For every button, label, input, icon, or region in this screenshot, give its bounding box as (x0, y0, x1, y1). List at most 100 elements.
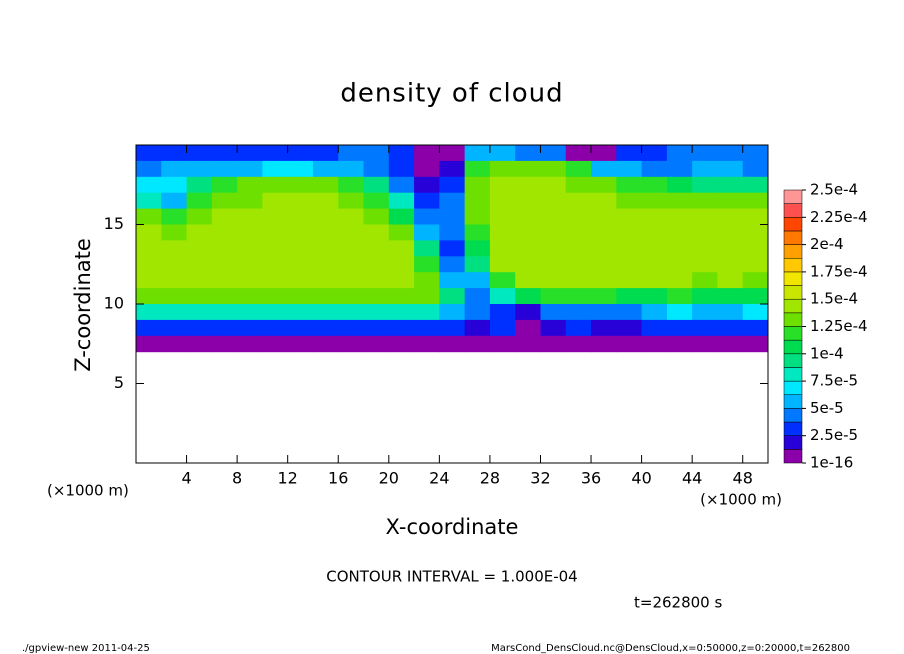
heatmap-cell (161, 192, 188, 210)
colorbar-swatch (783, 285, 803, 300)
heatmap-cell (262, 160, 289, 178)
x-tick-label: 32 (530, 469, 550, 488)
heatmap-cell (237, 240, 263, 257)
heatmap-cell (742, 272, 769, 289)
heatmap-cell (717, 208, 744, 225)
heatmap-cell (616, 304, 643, 321)
heatmap-cell (616, 208, 643, 225)
heatmap-cell (565, 319, 592, 337)
heatmap-cell (439, 176, 466, 194)
heatmap-cell (312, 176, 339, 194)
heatmap-cell (692, 256, 718, 273)
heatmap-cell (136, 145, 162, 162)
heatmap-cell (262, 272, 289, 289)
heatmap-cell (591, 208, 617, 225)
heatmap-cell (363, 160, 390, 178)
colorbar-label: 1e-4 (810, 344, 844, 362)
heatmap-cell (237, 176, 263, 194)
heatmap-cell (540, 145, 567, 162)
heatmap-cell (742, 192, 769, 210)
heatmap-cell (338, 256, 365, 273)
x-unit: (×1000 m) (700, 491, 782, 509)
heatmap-cell (540, 272, 567, 289)
heatmap-cell (692, 208, 718, 225)
heatmap-cell (540, 208, 567, 225)
heatmap-cell (161, 160, 188, 178)
colorbar-label: 5e-5 (810, 399, 844, 417)
heatmap-cell (338, 335, 365, 353)
heatmap-cell (692, 335, 718, 353)
colorbar-swatch (783, 258, 803, 273)
x-tick-label: 16 (328, 469, 348, 488)
heatmap-cell (641, 319, 668, 337)
heatmap-cell (464, 145, 491, 162)
heatmap-cell (540, 335, 567, 353)
heatmap-cell (262, 288, 289, 305)
heatmap-cell (540, 288, 567, 305)
heatmap-cell (211, 192, 238, 210)
heatmap-cell (414, 304, 440, 321)
heatmap-cell (211, 256, 238, 273)
colorbar-label: 7.5e-5 (810, 372, 858, 390)
heatmap-cell (161, 319, 188, 337)
heatmap-cell (388, 160, 415, 178)
heatmap-cell (237, 208, 263, 225)
heatmap-cell (186, 192, 213, 210)
heatmap-cell (641, 240, 668, 257)
heatmap-cell (338, 288, 365, 305)
heatmap-cell (591, 272, 617, 289)
heatmap-cell (363, 256, 390, 273)
heatmap-cell (616, 160, 643, 178)
heatmap-cell (388, 224, 415, 241)
heatmap-cell (666, 256, 693, 273)
heatmap-cell (312, 192, 339, 210)
heatmap-cell (186, 304, 213, 321)
heatmap-cell (312, 288, 339, 305)
heatmap-cell (489, 208, 516, 225)
heatmap-cell (237, 256, 263, 273)
heatmap-cell (666, 160, 693, 178)
heatmap-cell (338, 240, 365, 257)
heatmap-cell (666, 288, 693, 305)
heatmap-cell (742, 240, 769, 257)
heatmap-cell (287, 192, 314, 210)
heatmap-cell (489, 160, 516, 178)
heatmap-cell (717, 256, 744, 273)
heatmap-cell (565, 145, 592, 162)
heatmap-cell (439, 192, 466, 210)
colorbar-swatch (783, 312, 803, 327)
heatmap-cell (439, 304, 466, 321)
heatmap-cell (464, 272, 491, 289)
heatmap-cell (641, 176, 668, 194)
heatmap-cell (717, 335, 744, 353)
heatmap-cell (211, 272, 238, 289)
heatmap-cell (717, 304, 744, 321)
x-axis-label: X-coordinate (386, 515, 519, 539)
y-tick-label: 15 (104, 214, 124, 233)
heatmap-cell (414, 145, 440, 162)
heatmap-cell (464, 256, 491, 273)
heatmap-cell (262, 319, 289, 337)
x-tick-label: 48 (733, 469, 753, 488)
heatmap-cell (717, 192, 744, 210)
heatmap-cell (464, 304, 491, 321)
x-tick-label: 28 (480, 469, 500, 488)
heatmap-cell (161, 145, 188, 162)
heatmap-cell (692, 160, 718, 178)
heatmap-cells (136, 145, 769, 353)
heatmap-cell (287, 304, 314, 321)
heatmap-cell (388, 145, 415, 162)
heatmap-cell (414, 208, 440, 225)
colorbar-label: 2.5e-5 (810, 426, 858, 444)
heatmap-cell (388, 192, 415, 210)
heatmap-cell (464, 224, 491, 241)
heatmap-cell (186, 272, 213, 289)
heatmap-cell (439, 256, 466, 273)
heatmap-cell (666, 272, 693, 289)
heatmap-cell (641, 304, 668, 321)
heatmap-cell (742, 208, 769, 225)
heatmap-cell (287, 160, 314, 178)
heatmap-cell (338, 160, 365, 178)
heatmap-cell (692, 176, 718, 194)
heatmap-cell (136, 272, 162, 289)
